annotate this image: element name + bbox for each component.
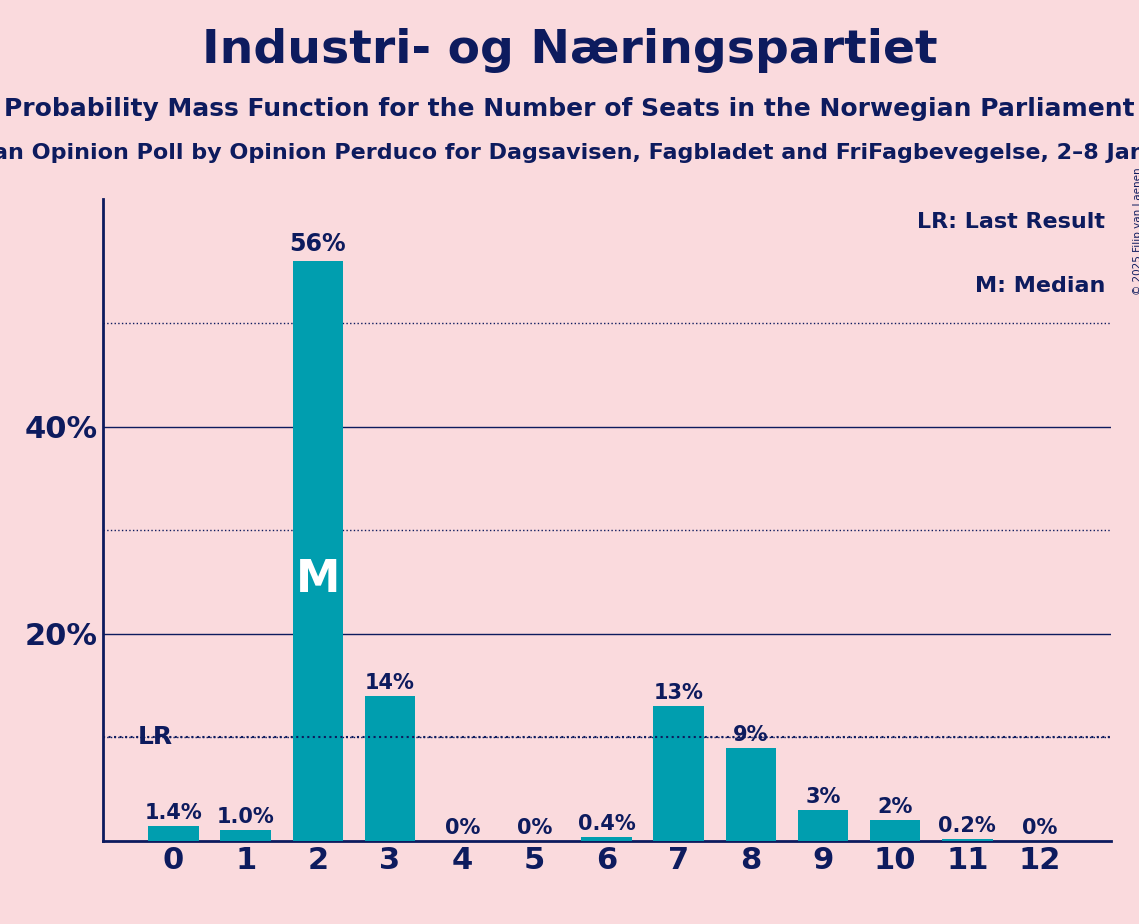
Text: LR: LR (138, 725, 173, 749)
Text: an Opinion Poll by Opinion Perduco for Dagsavisen, Fagbladet and FriFagbevegelse: an Opinion Poll by Opinion Perduco for D… (0, 143, 1139, 164)
Bar (364, 696, 416, 841)
Text: 0%: 0% (1022, 818, 1057, 838)
Text: 0.4%: 0.4% (577, 814, 636, 833)
Bar (293, 261, 343, 841)
Bar (148, 826, 199, 841)
Bar (726, 748, 776, 841)
Text: 14%: 14% (366, 673, 415, 693)
Bar (797, 809, 849, 841)
Bar (870, 821, 920, 841)
Text: Probability Mass Function for the Number of Seats in the Norwegian Parliament: Probability Mass Function for the Number… (5, 97, 1134, 121)
Text: 1.4%: 1.4% (145, 803, 203, 823)
Text: LR: Last Result: LR: Last Result (918, 212, 1106, 232)
Text: © 2025 Filip van Laenen: © 2025 Filip van Laenen (1133, 167, 1139, 295)
Text: 1.0%: 1.0% (216, 808, 274, 827)
Text: 0.2%: 0.2% (939, 816, 997, 835)
Text: 56%: 56% (289, 232, 346, 256)
Text: 0%: 0% (517, 818, 552, 838)
Bar (221, 831, 271, 841)
Text: M: Median: M: Median (975, 275, 1106, 296)
Text: 3%: 3% (805, 786, 841, 807)
Text: 9%: 9% (734, 724, 769, 745)
Text: 0%: 0% (444, 818, 480, 838)
Text: 13%: 13% (654, 683, 704, 703)
Text: M: M (296, 558, 341, 602)
Bar (942, 839, 992, 841)
Text: 2%: 2% (877, 797, 912, 817)
Bar (654, 706, 704, 841)
Text: Industri- og Næringspartiet: Industri- og Næringspartiet (202, 28, 937, 73)
Bar (581, 837, 632, 841)
